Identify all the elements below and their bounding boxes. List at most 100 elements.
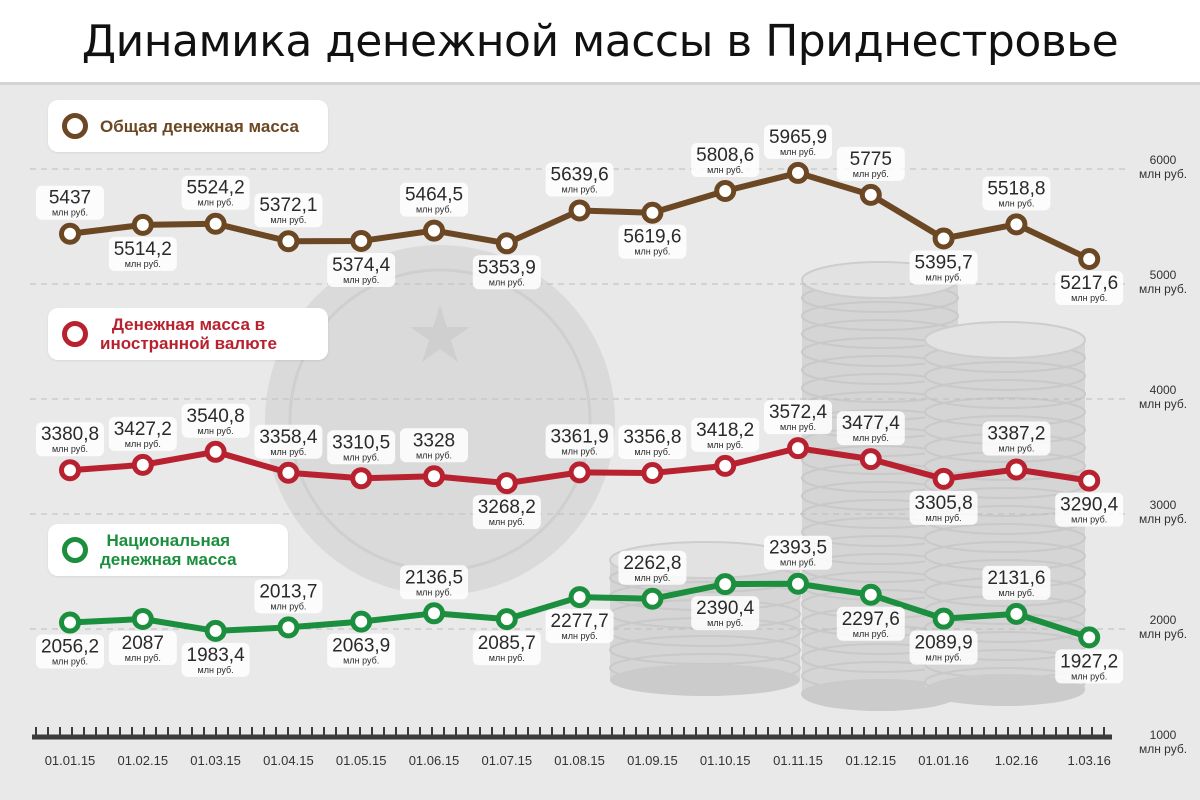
data-label-bg xyxy=(909,490,978,525)
data-label-unit: млн руб. xyxy=(343,452,379,462)
data-point xyxy=(277,616,300,639)
data-label-value: 5518,8 xyxy=(987,178,1045,199)
data-label-bg xyxy=(909,630,978,665)
data-label-bg xyxy=(400,182,468,217)
data-label-unit: млн руб. xyxy=(198,426,234,436)
data-point xyxy=(59,611,81,634)
data-label-bg xyxy=(1055,492,1124,527)
data-point xyxy=(932,607,955,630)
data-label-bg xyxy=(181,175,250,210)
data-label-unit: млн руб. xyxy=(998,443,1034,453)
legend-total-line-1: Общая денежная масса xyxy=(100,116,299,136)
data-point xyxy=(859,583,882,606)
data-point xyxy=(59,222,81,245)
legend-total-label: Общая денежная масса xyxy=(100,117,299,136)
x-tick-label: 01.10.15 xyxy=(700,753,751,768)
data-label-value: 1983,4 xyxy=(187,645,246,666)
data-label-value: 3477,4 xyxy=(842,413,901,434)
data-label-value: 5437 xyxy=(49,188,91,209)
data-label-bg xyxy=(764,124,832,159)
data-label-value: 5775 xyxy=(850,149,892,170)
data-point xyxy=(787,437,809,460)
legend-foreign-label: Денежная масса в иностранной валюте xyxy=(100,315,277,353)
data-label-value: 2013,7 xyxy=(259,581,317,602)
data-label-bg xyxy=(691,143,760,178)
y-tick-3000: 3000 xyxy=(1150,498,1177,512)
data-label-unit: млн руб. xyxy=(489,277,525,287)
data-label-value: 5353,9 xyxy=(478,257,536,278)
data-label-unit: млн руб. xyxy=(562,184,598,194)
data-label-value: 5524,2 xyxy=(187,178,245,199)
data-point xyxy=(495,472,518,495)
data-label-bg xyxy=(764,400,832,435)
data-label-value: 2136,5 xyxy=(405,567,463,588)
data-label-bg xyxy=(982,421,1051,456)
data-label-value: 5464,5 xyxy=(405,185,463,206)
data-label-unit: млн руб. xyxy=(52,208,88,218)
data-label-bg xyxy=(545,609,614,644)
data-label-value: 3361,9 xyxy=(551,426,609,447)
data-label-bg xyxy=(691,596,760,631)
y-tick-2000: 2000 xyxy=(1150,613,1177,627)
data-label-value: 3268,2 xyxy=(478,497,536,518)
y-tick-1000: 1000 xyxy=(1150,728,1177,742)
data-point xyxy=(350,610,373,633)
x-tick-label: 01.06.15 xyxy=(409,753,460,768)
data-label-bg xyxy=(618,224,687,259)
y-tick-6000: 6000 xyxy=(1150,153,1177,167)
data-label-unit: млн руб. xyxy=(1071,671,1107,681)
data-label-unit: млн руб. xyxy=(562,446,598,456)
y-tick-unit-5000: млн руб. xyxy=(1139,282,1187,296)
data-label-value: 3418,2 xyxy=(696,420,754,441)
data-label-bg xyxy=(836,146,905,181)
data-label-bg xyxy=(327,252,396,287)
x-tick-label: 01.11.15 xyxy=(773,753,823,768)
x-tick-label: 01.02.15 xyxy=(117,753,168,768)
data-label-unit: млн руб. xyxy=(343,656,379,666)
data-label-unit: млн руб. xyxy=(634,247,670,257)
x-tick-label: 01.08.15 xyxy=(554,753,605,768)
data-label-bg xyxy=(472,255,541,290)
data-point xyxy=(423,602,445,625)
data-label-unit: млн руб. xyxy=(634,573,670,583)
data-label-bg xyxy=(691,417,760,452)
data-label-value: 3290,4 xyxy=(1060,495,1119,516)
data-label-bg xyxy=(181,642,250,677)
y-tick-unit-3000: млн руб. xyxy=(1139,512,1187,526)
data-label-value: 3328 xyxy=(413,430,455,451)
data-label-value: 2297,6 xyxy=(842,609,900,630)
data-label-unit: млн руб. xyxy=(416,205,452,215)
data-label-value: 3356,8 xyxy=(623,427,681,448)
data-label-unit: млн руб. xyxy=(926,272,962,282)
data-label-value: 3387,2 xyxy=(987,423,1045,444)
legend-foreign-line-2: иностранной валюте xyxy=(100,334,277,353)
coin-star xyxy=(410,305,470,362)
data-label-bg xyxy=(254,193,323,228)
data-label-bg xyxy=(909,250,978,285)
x-tick-label: 1.02.16 xyxy=(995,753,1038,768)
data-label-value: 2277,7 xyxy=(551,611,609,632)
legend-foreign: Денежная масса в иностранной валюте xyxy=(48,308,328,360)
data-label-value: 1927,2 xyxy=(1060,651,1118,672)
data-label-unit: млн руб. xyxy=(1071,515,1107,525)
x-tick-label: 01.04.15 xyxy=(263,753,314,768)
legend-national-marker xyxy=(62,537,88,563)
